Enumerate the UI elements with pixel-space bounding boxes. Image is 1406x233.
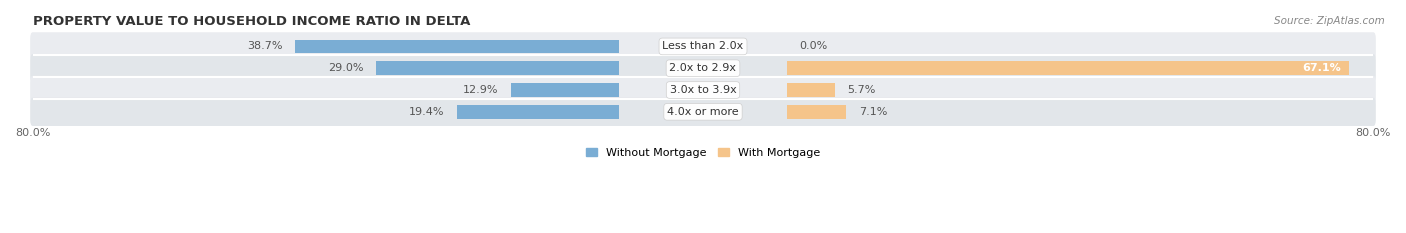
Bar bbox=[787, 83, 835, 97]
Bar bbox=[787, 105, 846, 119]
Bar bbox=[457, 105, 619, 119]
Text: 5.7%: 5.7% bbox=[848, 85, 876, 95]
FancyBboxPatch shape bbox=[30, 98, 1376, 126]
Text: 12.9%: 12.9% bbox=[463, 85, 499, 95]
Text: 67.1%: 67.1% bbox=[1302, 63, 1341, 73]
Text: PROPERTY VALUE TO HOUSEHOLD INCOME RATIO IN DELTA: PROPERTY VALUE TO HOUSEHOLD INCOME RATIO… bbox=[32, 15, 470, 28]
Text: Source: ZipAtlas.com: Source: ZipAtlas.com bbox=[1274, 16, 1385, 26]
FancyBboxPatch shape bbox=[30, 76, 1376, 104]
Legend: Without Mortgage, With Mortgage: Without Mortgage, With Mortgage bbox=[586, 148, 820, 158]
Bar bbox=[295, 40, 619, 53]
Text: 29.0%: 29.0% bbox=[328, 63, 364, 73]
Text: 3.0x to 3.9x: 3.0x to 3.9x bbox=[669, 85, 737, 95]
Bar bbox=[377, 62, 619, 75]
Text: 7.1%: 7.1% bbox=[859, 107, 887, 117]
Text: 2.0x to 2.9x: 2.0x to 2.9x bbox=[669, 63, 737, 73]
Bar bbox=[512, 83, 619, 97]
Text: 0.0%: 0.0% bbox=[800, 41, 828, 51]
Text: 19.4%: 19.4% bbox=[409, 107, 444, 117]
Text: Less than 2.0x: Less than 2.0x bbox=[662, 41, 744, 51]
Text: 4.0x or more: 4.0x or more bbox=[668, 107, 738, 117]
FancyBboxPatch shape bbox=[30, 32, 1376, 61]
Bar bbox=[787, 62, 1348, 75]
FancyBboxPatch shape bbox=[30, 54, 1376, 82]
Text: 38.7%: 38.7% bbox=[247, 41, 283, 51]
